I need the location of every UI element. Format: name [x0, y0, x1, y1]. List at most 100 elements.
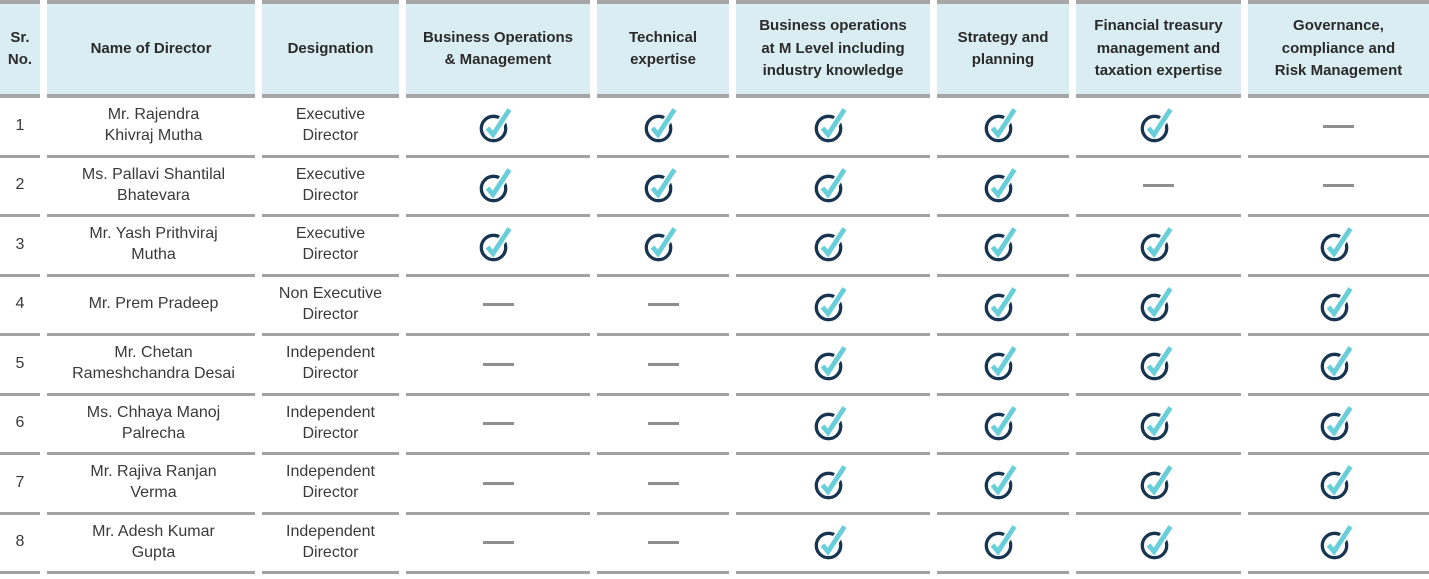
designation-cell: Independent Director — [262, 336, 399, 396]
skill-cell — [1248, 515, 1429, 574]
dash-icon — [1143, 184, 1174, 188]
skill-cell — [1248, 98, 1429, 158]
skill-cell — [937, 455, 1069, 515]
check-icon — [983, 502, 1023, 579]
check-icon — [813, 502, 853, 579]
dash-icon — [647, 422, 679, 426]
skill-cell — [597, 515, 729, 574]
skill-cell — [736, 515, 930, 574]
sr-no-cell: 3 — [0, 217, 40, 277]
table-row: 8 Mr. Adesh Kumar Gupta Independent Dire… — [0, 515, 1429, 574]
dash-icon — [482, 362, 514, 366]
check-icon — [983, 145, 1023, 227]
skill-cell — [937, 515, 1069, 574]
skill-cell — [937, 396, 1069, 455]
designation-cell: Executive Director — [262, 158, 399, 217]
skill-cell — [1076, 277, 1241, 336]
check-icon — [1319, 383, 1359, 465]
director-name-cell: Mr. Chetan Rameshchandra Desai — [47, 336, 255, 396]
designation-cell: Executive Director — [262, 98, 399, 158]
skill-cell — [937, 98, 1069, 158]
table-row: 3 Mr. Yash Prithviraj Mutha Executive Di… — [0, 217, 1429, 277]
check-icon — [983, 383, 1023, 465]
skill-cell — [736, 158, 930, 217]
check-icon — [1139, 383, 1179, 465]
check-icon — [983, 264, 1023, 346]
director-name-cell: Mr. Prem Pradeep — [47, 277, 255, 336]
sr-no-cell: 5 — [0, 336, 40, 396]
table-row: 1 Mr. Rajendra Khivraj Mutha Executive D… — [0, 98, 1429, 158]
column-header-2: Designation — [262, 0, 399, 98]
check-icon — [643, 204, 683, 286]
designation-cell: Non Executive Director — [262, 277, 399, 336]
dash-icon — [647, 303, 679, 307]
skill-cell — [937, 336, 1069, 396]
skill-cell — [1248, 217, 1429, 277]
check-icon — [1139, 85, 1179, 167]
check-icon — [478, 204, 518, 286]
skill-cell — [937, 277, 1069, 336]
sr-no-cell: 4 — [0, 277, 40, 336]
column-header-3: Business Operations & Management — [406, 0, 590, 98]
skill-cell — [406, 277, 590, 336]
table-row: 4 Mr. Prem Pradeep Non Executive Directo… — [0, 277, 1429, 336]
skill-cell — [406, 98, 590, 158]
sr-no-cell: 2 — [0, 158, 40, 217]
dash-icon — [482, 541, 514, 545]
check-icon — [813, 85, 853, 167]
director-name-cell: Mr. Yash Prithviraj Mutha — [47, 217, 255, 277]
check-icon — [813, 204, 853, 286]
skill-cell — [736, 217, 930, 277]
designation-cell: Independent Director — [262, 455, 399, 515]
table-body: 1 Mr. Rajendra Khivraj Mutha Executive D… — [0, 98, 1429, 574]
skill-cell — [406, 455, 590, 515]
director-name-cell: Ms. Pallavi Shantilal Bhatevara — [47, 158, 255, 217]
skill-cell — [406, 515, 590, 574]
director-name-cell: Mr. Rajiva Ranjan Verma — [47, 455, 255, 515]
skill-cell — [406, 158, 590, 217]
check-icon — [1139, 264, 1179, 346]
table-row: 6 Ms. Chhaya Manoj Palrecha Independent … — [0, 396, 1429, 455]
column-header-6: Strategy and planning — [937, 0, 1069, 98]
skill-cell — [597, 455, 729, 515]
check-icon — [1319, 502, 1359, 579]
skill-cell — [736, 277, 930, 336]
dash-icon — [482, 422, 514, 426]
skill-cell — [937, 158, 1069, 217]
skill-cell — [736, 396, 930, 455]
skill-cell — [1248, 158, 1429, 217]
skill-cell — [1076, 158, 1241, 217]
skill-cell — [736, 455, 930, 515]
skill-cell — [1076, 396, 1241, 455]
skill-cell — [1076, 217, 1241, 277]
check-icon — [1319, 442, 1359, 524]
director-name-cell: Ms. Chhaya Manoj Palrecha — [47, 396, 255, 455]
skill-cell — [736, 98, 930, 158]
skill-cell — [1076, 336, 1241, 396]
designation-cell: Executive Director — [262, 217, 399, 277]
director-name-cell: Mr. Adesh Kumar Gupta — [47, 515, 255, 574]
designation-cell: Independent Director — [262, 515, 399, 574]
check-icon — [813, 145, 853, 227]
skill-cell — [597, 158, 729, 217]
check-icon — [643, 85, 683, 167]
skill-cell — [406, 396, 590, 455]
sr-no-cell: 6 — [0, 396, 40, 455]
check-icon — [983, 85, 1023, 167]
check-icon — [478, 85, 518, 167]
dash-icon — [1323, 124, 1354, 128]
column-header-4: Technical expertise — [597, 0, 729, 98]
skill-cell — [1076, 515, 1241, 574]
dash-icon — [647, 481, 679, 485]
sr-no-cell: 8 — [0, 515, 40, 574]
designation-cell: Independent Director — [262, 396, 399, 455]
table-row: 7 Mr. Rajiva Ranjan Verma Independent Di… — [0, 455, 1429, 515]
sr-no-cell: 1 — [0, 98, 40, 158]
dash-icon — [482, 481, 514, 485]
director-name-cell: Mr. Rajendra Khivraj Mutha — [47, 98, 255, 158]
sr-no-cell: 7 — [0, 455, 40, 515]
check-icon — [813, 323, 853, 405]
skill-cell — [1076, 98, 1241, 158]
check-icon — [1319, 204, 1359, 286]
